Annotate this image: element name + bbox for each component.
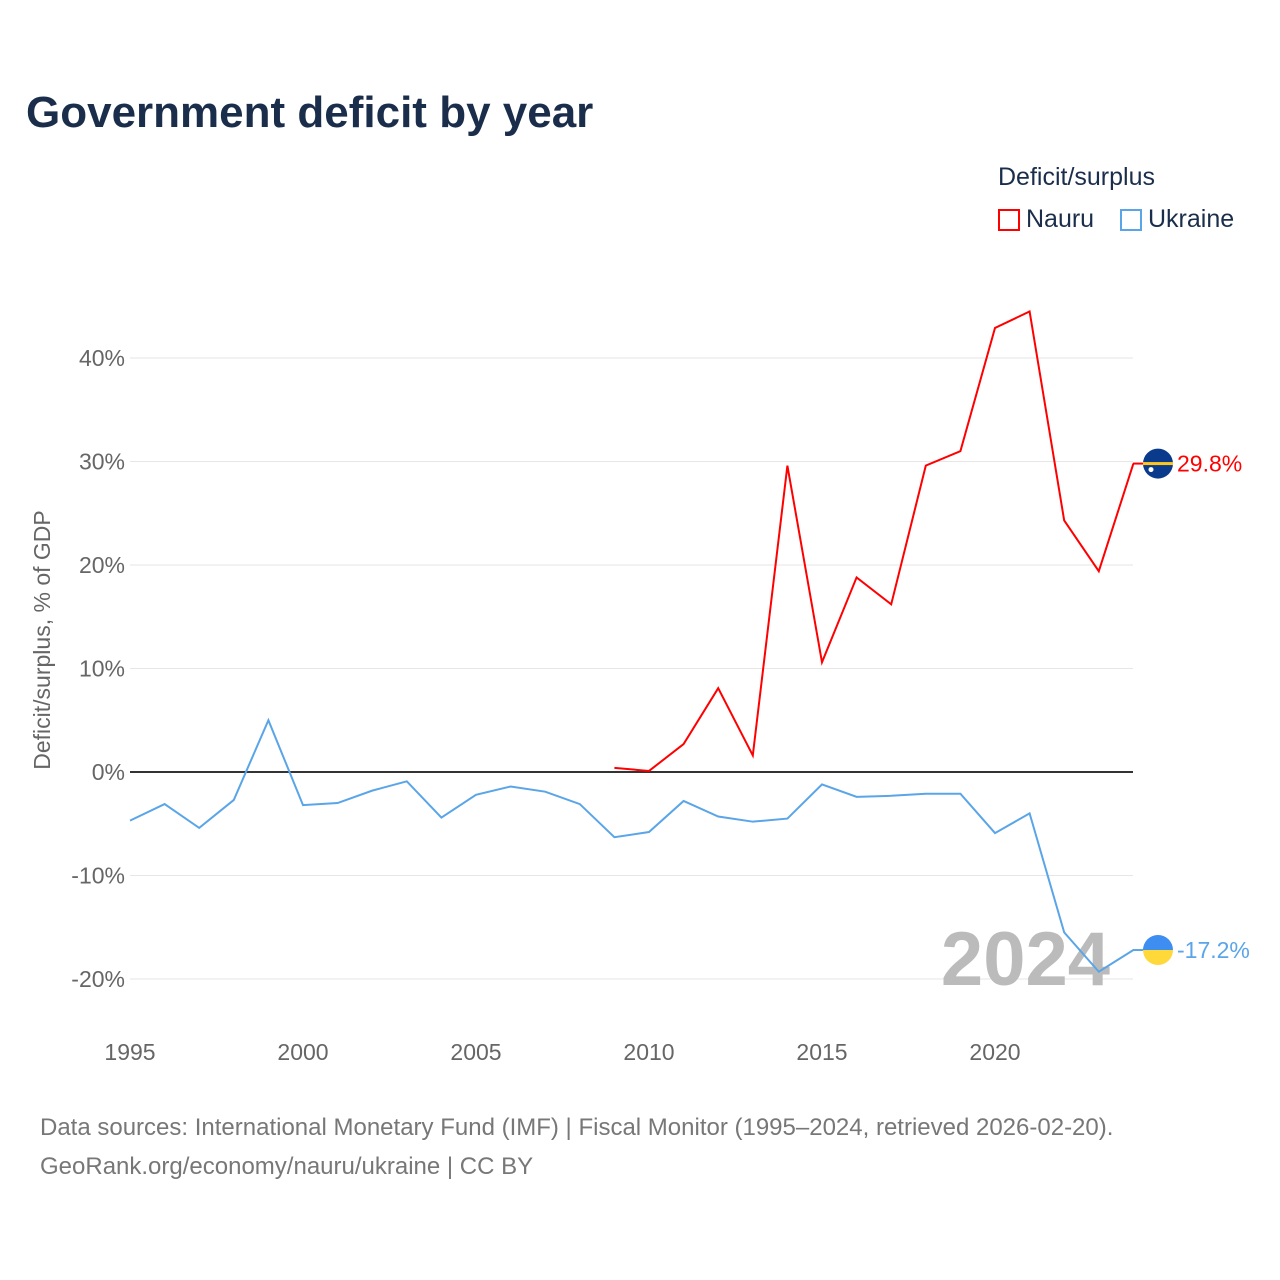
x-tick-label: 2000	[277, 1039, 328, 1065]
x-tick-label: 2020	[969, 1039, 1020, 1065]
nauru-flag-star	[1148, 467, 1154, 473]
end-value-label: -17.2%	[1177, 937, 1250, 963]
year-watermark: 2024	[941, 917, 1110, 1002]
ukraine-flag-icon	[1143, 935, 1173, 951]
legend-item-nauru[interactable]: Nauru	[998, 205, 1094, 234]
y-tick-label: -20%	[71, 966, 125, 992]
y-tick-label: 0%	[92, 759, 125, 785]
y-tick-label: 40%	[79, 345, 125, 371]
source-note: Data sources: International Monetary Fun…	[40, 1108, 1113, 1186]
legend-item-ukraine[interactable]: Ukraine	[1120, 205, 1234, 234]
y-tick-label: 30%	[79, 449, 125, 475]
series-line-nauru	[614, 309, 1135, 772]
legend-swatch	[998, 208, 1020, 231]
y-tick-label: 10%	[79, 656, 125, 682]
series-line-ukraine	[129, 717, 1134, 974]
y-tick-label: -10%	[71, 863, 125, 889]
legend-label: Nauru	[1026, 205, 1095, 233]
nauru-flag-stripe	[1143, 462, 1173, 466]
x-tick-label: 2010	[623, 1039, 674, 1065]
ukraine-flag-lower	[1143, 950, 1173, 966]
source-url[interactable]: GeoRank.org/economy/nauru/ukraine | CC B…	[40, 1153, 534, 1180]
source-line: Data sources: International Monetary Fun…	[40, 1114, 1114, 1141]
chart-title: Government deficit by year	[26, 88, 594, 137]
y-tick-label: 20%	[79, 552, 125, 578]
legend-label: Ukraine	[1148, 205, 1235, 233]
legend-swatch	[1120, 208, 1142, 231]
x-tick-label: 2005	[450, 1039, 501, 1065]
legend-title: Deficit/surplus	[998, 163, 1155, 191]
x-tick-label: 2015	[796, 1039, 847, 1065]
end-value-label: 29.8%	[1177, 451, 1242, 477]
y-axis-label: Deficit/surplus, % of GDP	[29, 510, 55, 769]
x-tick-label: 1995	[104, 1039, 155, 1065]
